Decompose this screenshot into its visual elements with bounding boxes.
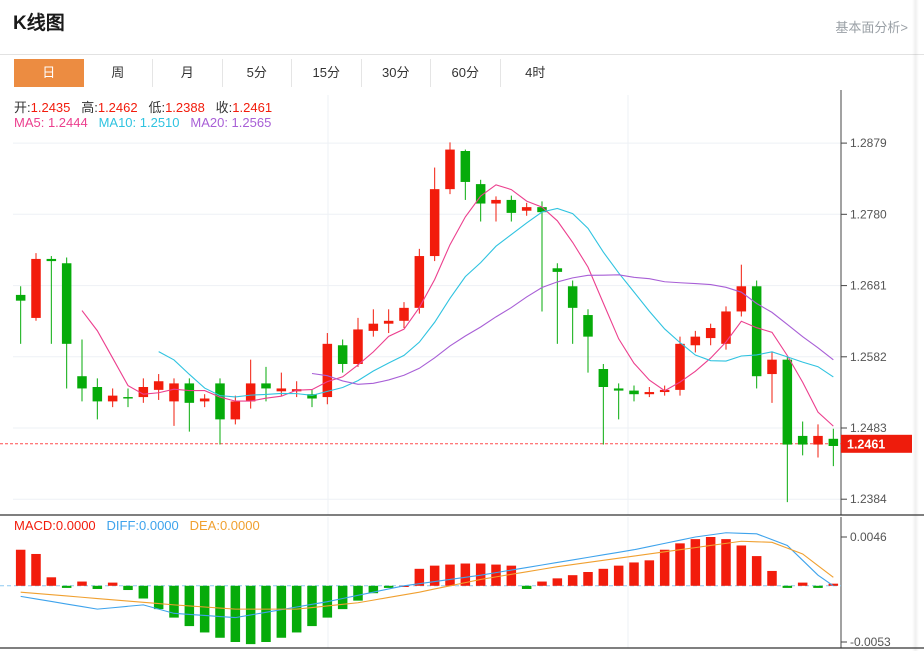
svg-text:1.2461: 1.2461 bbox=[847, 437, 885, 451]
svg-text:0.0046: 0.0046 bbox=[850, 530, 887, 544]
svg-text:1.2384: 1.2384 bbox=[850, 492, 887, 506]
svg-text:1.2879: 1.2879 bbox=[850, 136, 887, 150]
svg-text:1.2483: 1.2483 bbox=[850, 421, 887, 435]
svg-text:1.2780: 1.2780 bbox=[850, 207, 887, 221]
svg-text:1.2582: 1.2582 bbox=[850, 350, 887, 364]
svg-text:-0.0053: -0.0053 bbox=[850, 635, 891, 649]
svg-text:1.2681: 1.2681 bbox=[850, 279, 887, 293]
